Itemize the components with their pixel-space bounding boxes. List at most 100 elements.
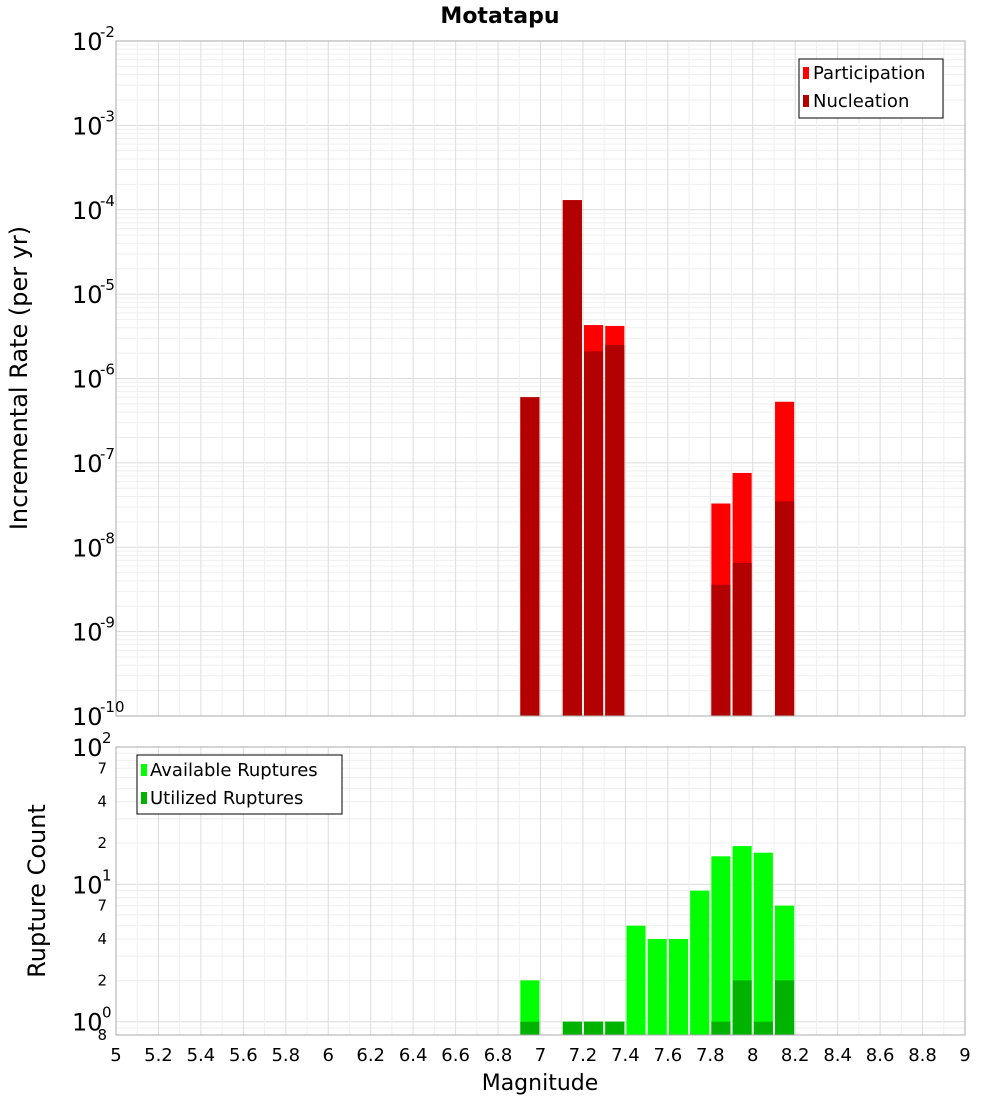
x-tick-label: 7.4 bbox=[611, 1045, 640, 1066]
legend-label: Available Ruptures bbox=[150, 760, 318, 781]
x-tick-label: 5.2 bbox=[144, 1045, 173, 1066]
bar-nucleation bbox=[732, 563, 752, 716]
bar-available-ruptures bbox=[690, 890, 710, 1035]
y-tick-label: 10 bbox=[72, 703, 103, 731]
y-tick-label: 10 bbox=[72, 197, 103, 225]
y-tick-label: 10 bbox=[72, 112, 103, 140]
y-tick-exponent: -7 bbox=[100, 445, 115, 463]
x-tick-labels: 5 5.2 5.4 5.6 5.8 6 6.2 6.4 6.6 6.8 7 7.2 7.4 7.6 7.8 8… bbox=[110, 1045, 970, 1066]
y-minor-tick-label: 2 bbox=[97, 834, 107, 852]
x-tick-label: 7.2 bbox=[569, 1045, 598, 1066]
legend-box bbox=[136, 754, 343, 815]
x-tick-label: 6.2 bbox=[356, 1045, 385, 1066]
bar-utilized-ruptures bbox=[520, 1021, 540, 1035]
bar-nucleation bbox=[711, 584, 731, 716]
y-tick-label: 10 bbox=[72, 734, 103, 762]
y-minor-tick-label: 7 bbox=[97, 759, 107, 777]
count-plot-border bbox=[115, 746, 966, 1036]
y-tick-label: 10 bbox=[72, 871, 103, 899]
y-minor-tick-label: 8 bbox=[97, 1026, 107, 1044]
y-tick-label: 10 bbox=[72, 619, 103, 647]
count-legend: Available Ruptures Utilized Ruptures bbox=[136, 754, 343, 815]
y-minor-tick-label: 7 bbox=[97, 897, 107, 915]
y-minor-tick-label: 4 bbox=[97, 793, 107, 811]
bar-available-ruptures bbox=[520, 980, 540, 1035]
bar-utilized-ruptures bbox=[753, 1021, 773, 1035]
y-tick-exponent: -2 bbox=[100, 23, 115, 41]
y-tick-exponent: -6 bbox=[100, 361, 115, 379]
x-tick-label: 5.8 bbox=[271, 1045, 300, 1066]
x-tick-label: 6.4 bbox=[399, 1045, 428, 1066]
bar-nucleation bbox=[520, 397, 540, 716]
y-tick-label: 10 bbox=[72, 450, 103, 478]
x-tick-label: 7 bbox=[535, 1045, 546, 1066]
y-tick-label: 10 bbox=[72, 366, 103, 394]
y-tick-label: 10 bbox=[72, 28, 103, 56]
bar-available-ruptures bbox=[626, 925, 646, 1035]
x-tick-label: 8.8 bbox=[908, 1045, 937, 1066]
legend-swatch bbox=[141, 764, 147, 776]
bar-nucleation bbox=[562, 200, 582, 716]
y-tick-label: 10 bbox=[72, 534, 103, 562]
x-tick-label: 9 bbox=[959, 1045, 970, 1066]
bar-available-ruptures bbox=[753, 852, 773, 1035]
count-grid bbox=[115, 747, 966, 1036]
bar-utilized-ruptures bbox=[732, 980, 752, 1035]
x-tick-label: 6 bbox=[323, 1045, 334, 1066]
y-tick-exponent: -3 bbox=[100, 107, 115, 125]
bar-available-ruptures bbox=[668, 939, 689, 1035]
y-minor-tick-label: 2 bbox=[97, 971, 107, 989]
rate-legend: Participation Nucleation bbox=[798, 58, 944, 119]
x-tick-label: 7.8 bbox=[696, 1045, 725, 1066]
bar-available-ruptures bbox=[647, 939, 667, 1035]
bar-utilized-ruptures bbox=[711, 1021, 731, 1035]
y-tick-exponent: -5 bbox=[100, 276, 115, 294]
legend-box bbox=[798, 58, 944, 119]
y-tick-label: 10 bbox=[72, 1009, 103, 1037]
y-tick-exponent: -9 bbox=[100, 614, 115, 632]
rate-grid bbox=[115, 41, 966, 717]
rate-bars bbox=[520, 200, 795, 716]
bar-nucleation bbox=[584, 351, 604, 716]
bar-nucleation bbox=[605, 344, 625, 716]
bar-utilized-ruptures bbox=[562, 1021, 582, 1035]
legend-label: Participation bbox=[813, 63, 925, 84]
legend-label: Nucleation bbox=[813, 91, 909, 112]
x-axis-label: Magnitude bbox=[482, 1071, 599, 1096]
bar-utilized-ruptures bbox=[775, 980, 795, 1035]
legend-swatch bbox=[803, 67, 809, 79]
x-tick-label: 8.2 bbox=[781, 1045, 810, 1066]
rate-plot-border bbox=[115, 40, 966, 717]
x-tick-label: 6.6 bbox=[441, 1045, 470, 1066]
y-tick-label: 10 bbox=[72, 281, 103, 309]
x-tick-label: 8.6 bbox=[866, 1045, 895, 1066]
rate-y-axis-label: Incremental Rate (per yr) bbox=[5, 226, 33, 530]
x-tick-label: 7.6 bbox=[654, 1045, 683, 1066]
x-tick-label: 8 bbox=[747, 1045, 758, 1066]
count-bars bbox=[520, 846, 795, 1035]
y-tick-exponent: 1 bbox=[102, 866, 112, 884]
y-tick-exponent: -4 bbox=[100, 192, 115, 210]
x-tick-label: 5.6 bbox=[229, 1045, 258, 1066]
bar-available-ruptures bbox=[711, 856, 731, 1035]
y-minor-tick-label: 4 bbox=[97, 930, 107, 948]
y-tick-exponent: -8 bbox=[100, 529, 115, 547]
x-tick-label: 5 bbox=[110, 1045, 121, 1066]
x-tick-label: 6.8 bbox=[484, 1045, 513, 1066]
bar-utilized-ruptures bbox=[605, 1021, 625, 1035]
bar-utilized-ruptures bbox=[584, 1021, 604, 1035]
x-tick-label: 5.4 bbox=[187, 1045, 216, 1066]
legend-swatch bbox=[803, 95, 809, 107]
bar-nucleation bbox=[775, 501, 795, 716]
y-tick-exponent: 0 bbox=[102, 1004, 112, 1022]
legend-swatch bbox=[141, 792, 147, 804]
count-y-axis-label: Rupture Count bbox=[23, 804, 51, 978]
chart-title: Motatapu bbox=[440, 4, 559, 29]
legend-label: Utilized Ruptures bbox=[150, 788, 303, 809]
x-tick-label: 8.4 bbox=[823, 1045, 852, 1066]
